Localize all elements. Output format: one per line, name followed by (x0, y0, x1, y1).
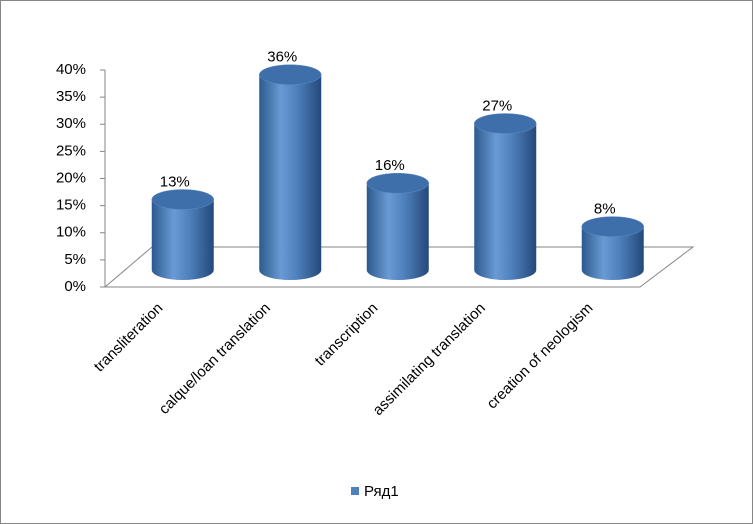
y-tick-label: 15% (56, 197, 86, 214)
floor (103, 246, 695, 288)
y-tick-label: 40% (56, 61, 86, 78)
y-tick-label: 25% (56, 142, 86, 159)
bar (474, 123, 537, 281)
y-tick-label: 35% (56, 88, 86, 105)
bar-top (151, 189, 214, 210)
legend-label: Ряд1 (364, 483, 399, 500)
bar (151, 199, 214, 280)
bar-top (474, 113, 537, 134)
value-label: 8% (594, 201, 616, 218)
value-label: 16% (375, 157, 405, 174)
y-tick-label: 10% (56, 224, 86, 241)
value-label: 13% (160, 173, 190, 190)
y-tick-label: 30% (56, 115, 86, 132)
legend-swatch (351, 487, 359, 495)
bar (366, 183, 429, 280)
bar (259, 74, 322, 280)
bar-top (259, 64, 322, 85)
y-tick-label: 0% (64, 278, 86, 295)
bar (581, 226, 644, 280)
y-tick-label: 20% (56, 169, 86, 186)
bar-top (366, 172, 429, 194)
bar-top (581, 216, 644, 237)
y-tick-label: 5% (64, 251, 86, 268)
value-label: 36% (267, 49, 297, 66)
value-label: 27% (482, 97, 512, 114)
